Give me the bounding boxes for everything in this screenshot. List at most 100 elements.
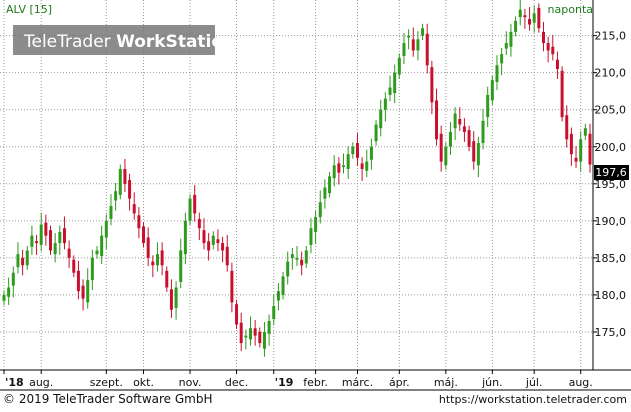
candle xyxy=(560,66,564,122)
candle xyxy=(272,294,276,326)
source-url[interactable]: https://workstation.teletrader.com xyxy=(439,393,627,406)
candle xyxy=(151,255,155,278)
candle xyxy=(174,281,178,320)
candle xyxy=(476,136,480,178)
candle xyxy=(500,47,504,76)
candle xyxy=(462,118,466,142)
last-value-label: 197,6 xyxy=(595,166,627,179)
y-tick-label: 190,0 xyxy=(595,215,627,228)
candle xyxy=(555,51,559,79)
candle xyxy=(495,55,499,91)
candle xyxy=(546,36,550,63)
candle xyxy=(388,75,392,102)
x-tick-label: júl. xyxy=(525,376,543,389)
y-tick-label: 210,0 xyxy=(595,67,627,80)
candle xyxy=(53,233,57,263)
candle xyxy=(374,120,378,146)
candle xyxy=(365,149,369,178)
candle xyxy=(253,320,257,346)
copyright-text: © 2019 TeleTrader Software GmbH xyxy=(3,392,213,406)
x-tick-label: máj. xyxy=(434,376,458,389)
candle xyxy=(397,53,401,79)
candle xyxy=(467,125,471,152)
candle xyxy=(62,216,66,250)
candle xyxy=(458,107,462,131)
x-tick-label: ápr. xyxy=(389,376,410,389)
x-tick-label: szept. xyxy=(90,376,123,389)
candle xyxy=(518,0,522,26)
candle xyxy=(230,262,234,313)
x-tick-label: nov. xyxy=(179,376,202,389)
candle xyxy=(355,133,359,167)
candle xyxy=(328,171,332,198)
candle xyxy=(25,246,29,270)
candle xyxy=(300,251,304,276)
candle xyxy=(128,173,132,211)
candle xyxy=(439,125,443,172)
candle xyxy=(100,225,104,265)
candle xyxy=(67,240,71,268)
candle xyxy=(188,194,192,226)
candle xyxy=(528,7,532,31)
candle xyxy=(262,321,266,357)
candle xyxy=(393,64,397,104)
candle xyxy=(486,86,490,128)
candle xyxy=(588,123,592,173)
candle xyxy=(104,214,108,250)
candle xyxy=(76,260,80,300)
candle xyxy=(248,316,252,346)
candle xyxy=(402,33,406,65)
candle xyxy=(221,236,225,263)
candle xyxy=(421,23,425,41)
candle xyxy=(342,153,346,174)
candle xyxy=(565,105,569,148)
candle xyxy=(49,225,53,255)
candle xyxy=(202,218,206,250)
candle xyxy=(95,246,99,259)
x-tick-label: aug. xyxy=(569,376,593,389)
candle xyxy=(323,179,327,209)
candle xyxy=(197,212,201,241)
candle xyxy=(81,279,85,311)
candle xyxy=(118,164,122,200)
candle xyxy=(225,234,229,272)
candle xyxy=(411,27,415,57)
candle xyxy=(435,88,439,146)
candle xyxy=(2,290,6,306)
candle xyxy=(165,266,169,292)
candle xyxy=(16,242,20,274)
candle xyxy=(114,183,118,211)
y-tick-label: 205,0 xyxy=(595,104,627,117)
candle xyxy=(244,329,248,350)
candle xyxy=(448,121,452,155)
y-tick-label: 215,0 xyxy=(595,30,627,43)
candle xyxy=(351,142,355,159)
candle xyxy=(137,207,141,239)
candles xyxy=(2,0,592,357)
candle xyxy=(379,99,383,137)
candle xyxy=(430,60,434,115)
candle xyxy=(541,21,545,52)
candle xyxy=(383,92,387,122)
x-tick-label: '19 xyxy=(275,376,294,389)
candle xyxy=(86,268,90,309)
candle xyxy=(183,212,187,265)
x-tick-label: febr. xyxy=(303,376,328,389)
candle xyxy=(142,221,146,248)
candle xyxy=(235,299,239,329)
candle xyxy=(160,242,164,276)
candle xyxy=(425,23,429,74)
candle xyxy=(90,249,94,291)
candle xyxy=(295,246,299,267)
candle xyxy=(481,108,485,150)
candle xyxy=(39,212,43,252)
candle xyxy=(514,16,518,37)
y-axis: 175,0 180,0 185,0 190,0 195,0 200,0 205,0 210,0… xyxy=(593,30,626,339)
candle xyxy=(346,146,350,179)
symbol-label: ALV [15] xyxy=(6,3,52,16)
candle xyxy=(239,312,243,352)
x-tick-label: '18 xyxy=(5,376,24,389)
candle xyxy=(583,123,587,141)
